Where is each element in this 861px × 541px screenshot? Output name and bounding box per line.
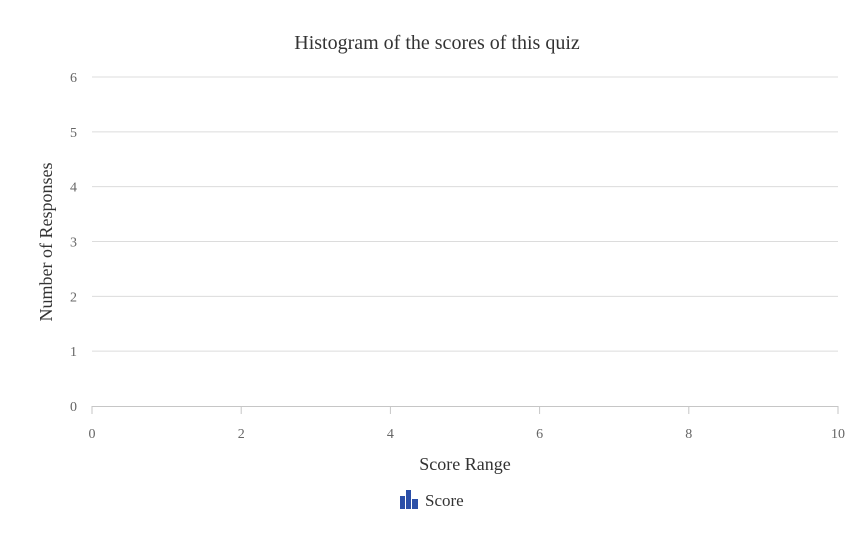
legend-icon-bar-2 bbox=[406, 490, 411, 509]
legend-icon-bar-3 bbox=[412, 499, 418, 509]
x-axis-ticks: 0 2 4 6 8 10 bbox=[89, 406, 845, 442]
y-axis-ticks: 0 1 2 3 4 5 6 bbox=[70, 71, 77, 415]
x-axis-title: Score Range bbox=[419, 454, 510, 474]
y-tick-label-1: 1 bbox=[70, 345, 77, 360]
x-tick-label-6: 6 bbox=[536, 427, 543, 442]
legend[interactable]: Score bbox=[400, 490, 464, 510]
x-tick-label-2: 2 bbox=[238, 427, 245, 442]
y-tick-label-4: 4 bbox=[70, 181, 77, 196]
bar-chart-icon bbox=[400, 490, 418, 509]
y-tick-label-2: 2 bbox=[70, 290, 77, 305]
y-tick-label-3: 3 bbox=[70, 236, 77, 251]
y-tick-label-5: 5 bbox=[70, 126, 77, 141]
x-tick-label-10: 10 bbox=[831, 427, 845, 442]
x-tick-label-8: 8 bbox=[685, 427, 692, 442]
x-tick-label-0: 0 bbox=[89, 427, 96, 442]
legend-label-score: Score bbox=[425, 491, 464, 510]
legend-icon-bar-1 bbox=[400, 496, 405, 509]
gridlines bbox=[92, 76, 838, 352]
y-tick-label-6: 6 bbox=[70, 71, 77, 86]
x-tick-label-4: 4 bbox=[387, 427, 394, 442]
y-axis-title: Number of Responses bbox=[36, 163, 56, 322]
chart-title: Histogram of the scores of this quiz bbox=[294, 32, 580, 54]
y-tick-label-0: 0 bbox=[70, 400, 77, 415]
